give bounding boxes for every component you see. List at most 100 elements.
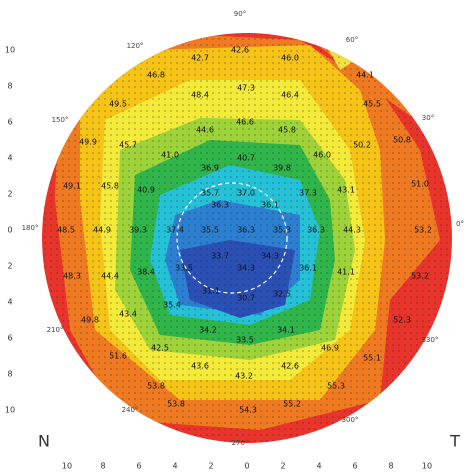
map-value: 53.2: [414, 226, 432, 235]
angle-label: 330°: [422, 336, 439, 344]
bottom-tick-label: 0: [244, 462, 249, 471]
map-value: 34.2: [199, 326, 217, 335]
pupil-outline: [176, 182, 288, 294]
map-value: 51.6: [109, 352, 127, 361]
map-value: 55.2: [283, 400, 301, 409]
left-tick-label: 8: [7, 370, 12, 379]
map-value: 39.3: [129, 226, 147, 235]
map-value: 45.8: [101, 182, 119, 191]
map-value: 35.4: [163, 301, 181, 310]
left-tick-label: 10: [5, 46, 15, 55]
map-value: 41.0: [161, 151, 179, 160]
bottom-tick-label: 4: [172, 462, 177, 471]
angle-label: 300°: [342, 416, 359, 424]
map-value: 44.3: [343, 226, 361, 235]
map-value: 53.8: [147, 382, 165, 391]
angle-label: 30°: [422, 114, 434, 122]
map-value: 42.6: [231, 46, 249, 55]
map-value: 46.6: [236, 118, 254, 127]
map-value: 54.3: [239, 406, 257, 415]
map-value: 35.3: [273, 226, 291, 235]
angle-label: 240°: [122, 406, 139, 414]
angle-label: 0°: [456, 220, 464, 228]
map-value: 33.5: [236, 336, 254, 345]
map-value: 32.5: [273, 290, 291, 299]
map-value: 45.7: [119, 141, 137, 150]
left-tick-label: 8: [7, 82, 12, 91]
map-value: 46.0: [313, 151, 331, 160]
map-value: 45.5: [363, 100, 381, 109]
map-value: 48.3: [63, 272, 81, 281]
map-value: 41.1: [337, 268, 355, 277]
left-tick-label: 0: [7, 226, 12, 235]
map-value: 37.4: [166, 226, 184, 235]
bottom-tick-label: 2: [280, 462, 285, 471]
map-value: 37.3: [299, 189, 317, 198]
map-value: 42.6: [281, 362, 299, 371]
corner-label: N: [38, 432, 50, 451]
map-value: 47.3: [237, 84, 255, 93]
map-value: 35.5: [201, 226, 219, 235]
left-tick-label: 4: [7, 154, 12, 163]
map-value: 33.5: [175, 264, 193, 273]
map-value: 42.5: [151, 344, 169, 353]
angle-label: 210°: [47, 326, 64, 334]
map-value: 44.1: [356, 71, 374, 80]
map-value: 34.3: [261, 252, 279, 261]
map-value: 51.0: [411, 180, 429, 189]
map-value: 31.1: [202, 287, 220, 296]
map-value: 40.7: [237, 154, 255, 163]
bottom-tick-label: 8: [388, 462, 393, 471]
map-value: 48.4: [191, 91, 209, 100]
map-value: 43.2: [235, 372, 253, 381]
map-value: 55.1: [363, 354, 381, 363]
left-tick-label: 4: [7, 298, 12, 307]
left-tick-label: 6: [7, 118, 12, 127]
map-value: 36.3: [211, 201, 229, 210]
left-tick-label: 6: [7, 334, 12, 343]
map-value: 43.4: [119, 310, 137, 319]
map-value: 36.3: [237, 226, 255, 235]
left-tick-label: 2: [7, 190, 12, 199]
map-value: 49.9: [79, 138, 97, 147]
map-value: 40.9: [137, 186, 155, 195]
angle-label: 60°: [346, 36, 358, 44]
map-value: 36.1: [261, 201, 279, 210]
map-value: 35.7: [201, 189, 219, 198]
angle-label: 180°: [22, 224, 39, 232]
map-value: 55.3: [327, 382, 345, 391]
map-value: 34.3: [237, 264, 255, 273]
map-value: 50.2: [353, 141, 371, 150]
map-value: 49.8: [81, 316, 99, 325]
map-value: 53.2: [411, 272, 429, 281]
map-value: 43.1: [337, 186, 355, 195]
map-value: 36.1: [299, 264, 317, 273]
map-value: 46.0: [281, 54, 299, 63]
left-tick-label: 10: [5, 406, 15, 415]
bottom-tick-label: 10: [422, 462, 432, 471]
map-value: 30.7: [237, 294, 255, 303]
map-value: 45.8: [278, 126, 296, 135]
map-value: 39.8: [273, 164, 291, 173]
map-value: 52.3: [393, 316, 411, 325]
map-value: 48.5: [57, 226, 75, 235]
bottom-tick-label: 4: [316, 462, 321, 471]
map-value: 33.7: [211, 252, 229, 261]
bottom-tick-label: 8: [100, 462, 105, 471]
bottom-tick-label: 6: [136, 462, 141, 471]
map-value: 49.5: [109, 100, 127, 109]
map-value: 46.4: [281, 91, 299, 100]
map-value: 42.7: [191, 54, 209, 63]
map-value: 53.8: [167, 400, 185, 409]
map-value: 43.6: [191, 362, 209, 371]
map-value: 46.8: [147, 71, 165, 80]
map-value: 36.3: [307, 226, 325, 235]
map-value: 37.0: [237, 189, 255, 198]
map-value: 50.8: [393, 136, 411, 145]
bottom-tick-label: 10: [62, 462, 72, 471]
map-value: 46.9: [321, 344, 339, 353]
map-value: 36.9: [201, 164, 219, 173]
bottom-tick-label: 6: [352, 462, 357, 471]
map-value: 44.4: [101, 272, 119, 281]
